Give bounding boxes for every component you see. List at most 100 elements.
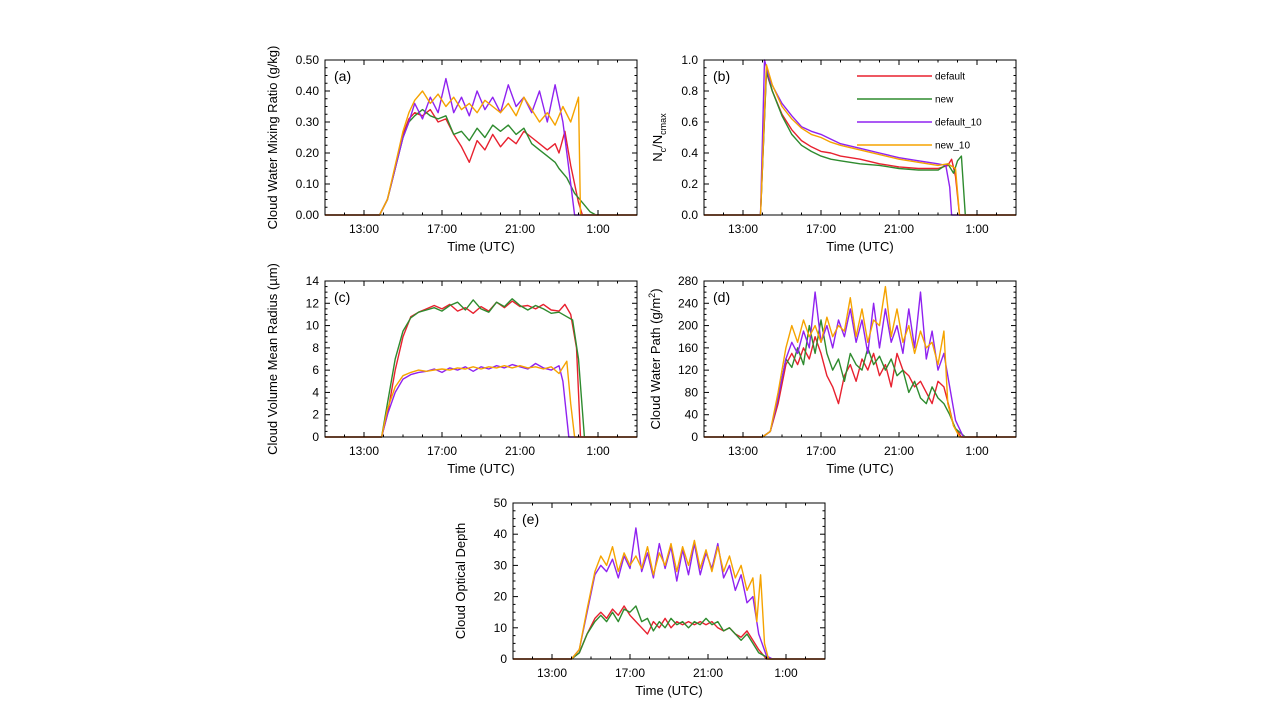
y-axis-label: Cloud Water Mixing Ratio (g/kg) (265, 46, 280, 230)
y-tick-label: 10 (494, 621, 508, 635)
x-tick-label: 1:00 (965, 444, 989, 458)
y-tick-label: 80 (685, 385, 699, 399)
series-line-new (513, 605, 825, 660)
series-line-default-10 (325, 77, 637, 216)
x-tick-label: 1:00 (965, 222, 989, 236)
panel-label: (b) (713, 68, 730, 84)
x-tick-label: 13:00 (728, 222, 758, 236)
series-line-new (704, 319, 1016, 438)
y-tick-label: 20 (494, 590, 508, 604)
plot-frame (324, 280, 638, 438)
series-line-default-10 (704, 59, 1016, 216)
y-tick-label: 120 (678, 363, 698, 377)
chart-panel: 13:00 17:00 21:00 1:00 0 40 80 120 160 200 240 280 (… (647, 274, 1017, 476)
x-axis-label: Time (UTC) (447, 461, 514, 476)
y-tick-label: 0 (312, 430, 319, 444)
series-line-new-10 (704, 285, 1016, 438)
x-tick-label: 21:00 (693, 666, 723, 680)
y-axis-label: Nc/Ncmax (650, 113, 668, 162)
x-tick-label: 21:00 (505, 222, 535, 236)
y-axis-label: Cloud Water Path (g/m2) (647, 288, 663, 429)
series-line-default-10 (513, 527, 825, 660)
series-line-default-10 (325, 362, 637, 438)
y-tick-label: 50 (494, 496, 508, 510)
y-tick-label: 0.20 (296, 146, 320, 160)
series-line-new-10 (704, 64, 1016, 216)
x-axis-label: Time (UTC) (635, 683, 702, 698)
x-tick-label: 1:00 (774, 666, 798, 680)
chart-panel: 13:00 17:00 21:00 1:00 0.0 0.2 0.4 0.6 0.8 1.0 (b)… (650, 53, 1017, 254)
series-line-new (325, 108, 637, 216)
y-tick-label: 40 (685, 408, 699, 422)
y-tick-label: 0.8 (681, 84, 698, 98)
x-tick-label: 21:00 (505, 444, 535, 458)
y-tick-label: 1.0 (681, 53, 698, 67)
plot-frame (512, 502, 826, 660)
x-tick-label: 13:00 (349, 444, 379, 458)
y-axis-label: Cloud Optical Depth (453, 523, 468, 639)
x-tick-label: 17:00 (427, 444, 457, 458)
chart-panel: 13:00 17:00 21:00 1:00 0.00 0.10 0.20 0.30 0.40 0… (265, 46, 638, 254)
y-tick-label: 8 (312, 341, 319, 355)
series-line-default-10 (704, 291, 1016, 438)
plot-frame (703, 59, 1017, 216)
y-tick-label: 280 (678, 274, 698, 288)
x-tick-label: 1:00 (586, 444, 610, 458)
y-tick-label: 14 (306, 274, 320, 288)
y-tick-label: 4 (312, 385, 319, 399)
panel-label: (a) (334, 68, 351, 84)
panel-label: (c) (334, 289, 350, 305)
series-line-new (704, 70, 1016, 216)
y-tick-label: 160 (678, 341, 698, 355)
x-tick-label: 17:00 (427, 222, 457, 236)
x-axis-label: Time (UTC) (826, 461, 893, 476)
y-tick-label: 6 (312, 363, 319, 377)
y-tick-label: 40 (494, 527, 508, 541)
y-tick-label: 12 (306, 296, 320, 310)
x-tick-label: 13:00 (349, 222, 379, 236)
legend-label: new_10 (935, 141, 970, 152)
y-tick-label: 0.10 (296, 177, 320, 191)
y-tick-label: 0.00 (296, 208, 320, 222)
y-tick-label: 200 (678, 319, 698, 333)
y-tick-label: 0.0 (681, 208, 698, 222)
series-line-default (325, 108, 637, 216)
x-tick-label: 13:00 (728, 444, 758, 458)
y-tick-label: 0 (500, 652, 507, 666)
plot-frame (324, 59, 638, 216)
series-line-new-10 (325, 360, 637, 438)
y-tick-label: 0.4 (681, 146, 698, 160)
y-axis-label: Cloud Volume Mean Radius (µm) (265, 263, 280, 455)
chart-panel: 13:00 17:00 21:00 1:00 0 2 4 6 8 10 12 14 (c) Time (U… (265, 263, 638, 476)
y-tick-label: 0 (691, 430, 698, 444)
series-line-default (513, 605, 825, 660)
y-tick-label: 240 (678, 296, 698, 310)
series-line-new-10 (513, 539, 825, 660)
legend: default new default_10 new_10 (857, 72, 982, 152)
x-tick-label: 17:00 (806, 222, 836, 236)
y-tick-label: 0.2 (681, 177, 698, 191)
x-tick-label: 17:00 (615, 666, 645, 680)
y-tick-label: 0.40 (296, 84, 320, 98)
x-tick-label: 21:00 (884, 444, 914, 458)
y-tick-label: 0.50 (296, 53, 320, 67)
series-line-new (325, 298, 637, 438)
x-tick-label: 1:00 (586, 222, 610, 236)
y-tick-label: 10 (306, 319, 320, 333)
panel-label: (e) (522, 511, 539, 527)
series-line-default (704, 336, 1016, 438)
panel-label: (d) (713, 289, 730, 305)
x-axis-label: Time (UTC) (447, 239, 514, 254)
y-tick-label: 0.6 (681, 115, 698, 129)
legend-label: default_10 (935, 118, 982, 129)
legend-label: new (935, 95, 954, 106)
legend-label: default (935, 72, 965, 83)
series-line-new-10 (325, 90, 637, 216)
x-axis-label: Time (UTC) (826, 239, 893, 254)
plot-frame (703, 280, 1017, 438)
x-tick-label: 17:00 (806, 444, 836, 458)
y-tick-label: 0.30 (296, 115, 320, 129)
chart-panel: 13:00 17:00 21:00 1:00 0 10 20 30 40 50 (e) Time (U… (453, 496, 826, 698)
y-tick-label: 2 (312, 408, 319, 422)
